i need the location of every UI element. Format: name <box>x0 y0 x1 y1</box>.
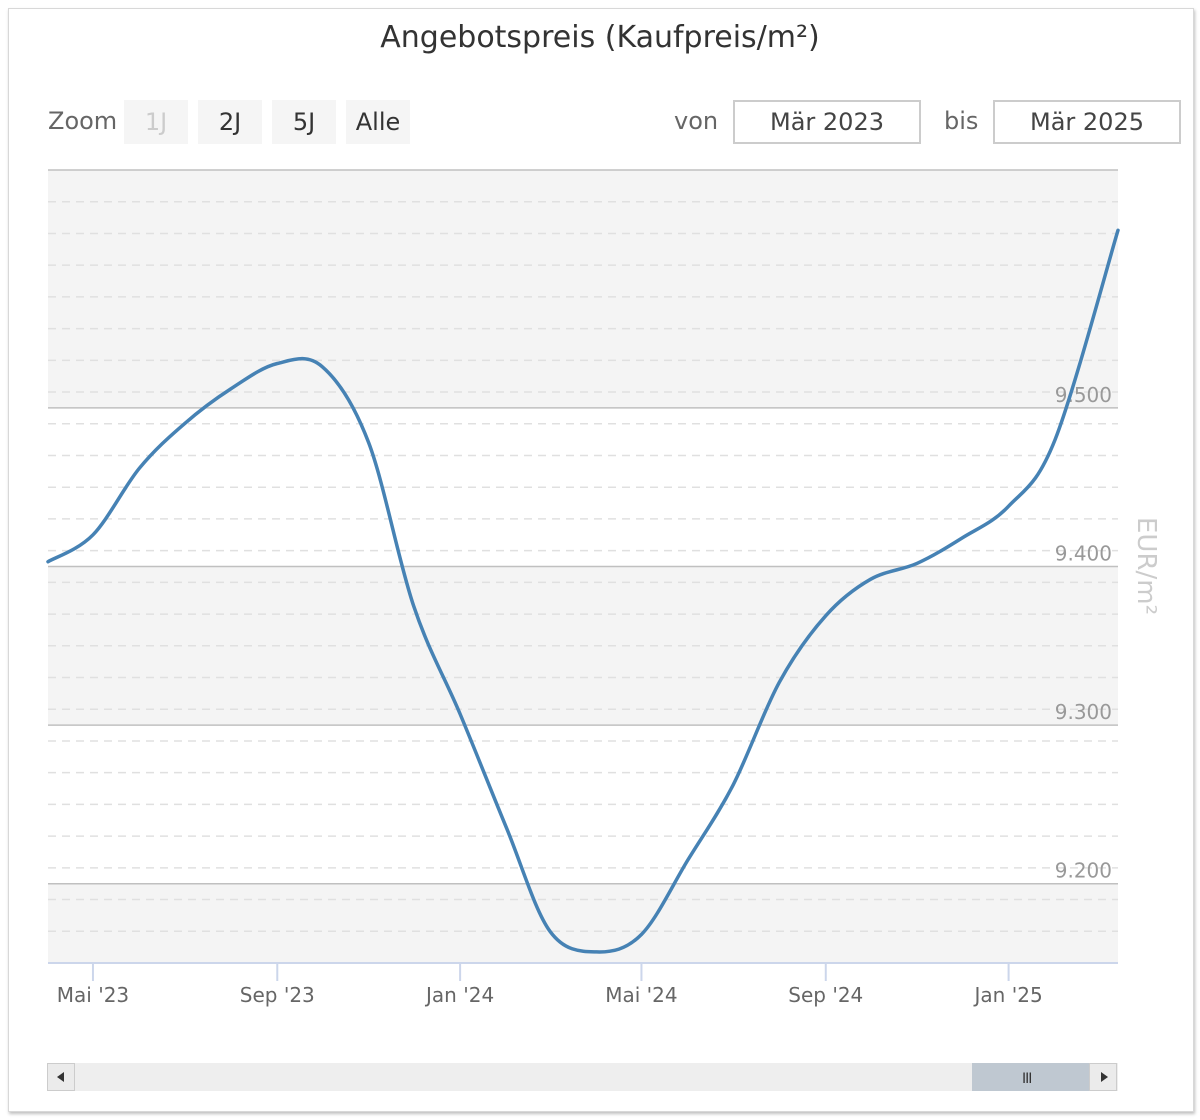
scrollbar-grip-icon: III <box>1022 1071 1032 1087</box>
y-axis-title: EUR/m² <box>1131 517 1161 615</box>
chevron-left-icon <box>57 1072 64 1082</box>
y-tick-label: 9.200 <box>1055 859 1112 883</box>
y-tick-label: 9.300 <box>1055 700 1112 724</box>
chart-title: Angebotspreis (Kaufpreis/m²) <box>380 20 820 55</box>
x-tick-label: Sep '23 <box>240 983 315 1007</box>
range-to-label: bis <box>944 107 979 135</box>
y-tick-label: 9.400 <box>1055 542 1112 566</box>
zoom-1j-button[interactable]: 1J <box>124 100 188 144</box>
range-to-input[interactable]: Mär 2025 <box>993 100 1181 144</box>
zoom-5j-button[interactable]: 5J <box>272 100 336 144</box>
y-tick-label: 9.500 <box>1055 383 1112 407</box>
range-from-label: von <box>674 107 719 135</box>
x-tick-label: Sep '24 <box>788 983 863 1007</box>
zoom-alle-button[interactable]: Alle <box>346 100 410 144</box>
series-line <box>46 228 1120 954</box>
scrollbar-track[interactable] <box>48 1063 1118 1091</box>
range-from-input[interactable]: Mär 2023 <box>733 100 921 144</box>
x-tick-label: Jan '25 <box>973 983 1043 1007</box>
scroll-right-button[interactable] <box>1089 1063 1117 1091</box>
x-tick-label: Mai '23 <box>57 983 129 1007</box>
x-tick-label: Jan '24 <box>424 983 494 1007</box>
scrollbar-thumb[interactable] <box>972 1063 1090 1091</box>
zoom-label: Zoom <box>48 107 118 135</box>
zoom-2j-button[interactable]: 2J <box>198 100 262 144</box>
chevron-right-icon <box>1101 1072 1108 1082</box>
plot-band <box>48 170 1118 408</box>
scroll-left-button[interactable] <box>47 1063 75 1091</box>
x-tick-label: Mai '24 <box>605 983 677 1007</box>
